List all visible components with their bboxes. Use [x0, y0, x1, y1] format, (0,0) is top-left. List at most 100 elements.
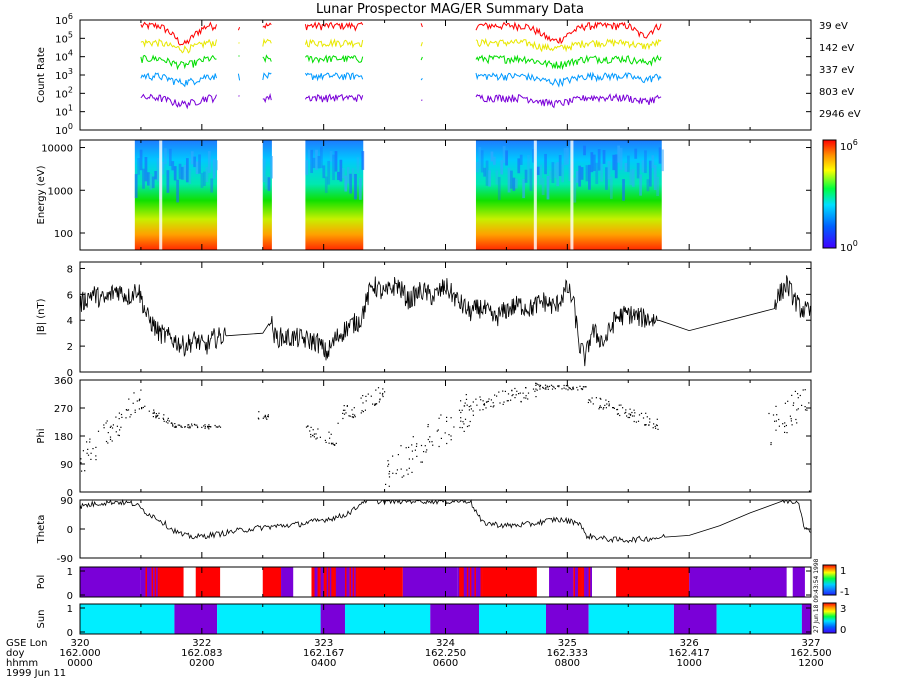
phi-point — [171, 422, 173, 424]
y-axis-label: Phi — [36, 428, 47, 443]
phi-point — [448, 434, 450, 436]
phi-point — [446, 416, 448, 418]
phi-point — [567, 385, 569, 387]
band-stripe — [457, 567, 460, 597]
phi-point — [365, 395, 367, 397]
phi-point — [191, 425, 193, 427]
phi-point — [207, 425, 209, 427]
band-stripe — [588, 567, 591, 597]
band-stripe — [351, 567, 353, 597]
spectrogram-texture — [171, 161, 175, 171]
band-stripe — [477, 567, 480, 597]
spectrogram-texture — [166, 170, 170, 193]
colorbar-min-label: 0 — [840, 625, 846, 636]
spectrogram-texture — [527, 154, 530, 180]
phi-point — [645, 424, 647, 426]
phi-point — [460, 417, 462, 419]
phi-point — [539, 384, 542, 386]
phi-point — [345, 412, 347, 414]
phi-point — [144, 405, 146, 407]
phi-point — [382, 388, 384, 390]
phi-point — [642, 417, 645, 419]
spectrogram-texture — [173, 166, 177, 181]
phi-panel: 360 270 180 90 0 Phi — [36, 376, 812, 499]
phi-point — [494, 394, 496, 396]
phi-point — [87, 448, 89, 450]
phi-point — [789, 415, 791, 417]
band-stripe — [346, 567, 349, 597]
phi-point — [546, 385, 548, 387]
phi-point — [794, 390, 796, 392]
timestamp-stamp: 27 Jun 18 09:43:54 1998 — [813, 558, 820, 633]
phi-point — [801, 404, 803, 406]
phi-point — [600, 406, 602, 409]
phi-point — [412, 436, 414, 438]
phi-point — [193, 423, 196, 425]
y-tick-label: 0 — [67, 488, 73, 499]
series-label: 142 eV — [819, 43, 854, 54]
phi-point — [110, 425, 112, 427]
phi-point — [109, 438, 112, 440]
band-stripe — [354, 567, 356, 597]
phi-point — [364, 409, 366, 411]
spectrogram-texture — [566, 147, 569, 165]
band-stripe — [337, 567, 340, 597]
spectrogram-texture — [507, 167, 511, 193]
spectrogram-texture — [614, 154, 618, 179]
phi-point — [312, 434, 314, 436]
tick-base: 10 — [55, 34, 68, 45]
phi-point — [604, 404, 606, 406]
spectrogram-texture — [164, 148, 167, 165]
phi-point — [617, 413, 619, 415]
phi-point — [490, 405, 492, 407]
phi-point — [210, 426, 212, 428]
phi-point — [520, 400, 522, 403]
spectrogram-texture — [592, 154, 596, 172]
phi-point — [628, 413, 630, 415]
phi-point — [624, 412, 626, 414]
band-stripe — [335, 567, 338, 597]
phi-point — [438, 445, 440, 448]
spectrogram-texture — [485, 160, 489, 186]
phi-point — [482, 400, 484, 402]
phi-point — [207, 427, 209, 429]
phi-point — [92, 448, 94, 450]
phi-point — [374, 404, 376, 406]
phi-point — [519, 392, 521, 394]
polarity-panel: 1 0 Pol 1 -1 — [36, 564, 850, 602]
band-stripe — [334, 567, 337, 597]
x-axis-date: 1999 Jun 11 — [6, 668, 66, 679]
phi-point — [315, 438, 317, 440]
spectrogram-gap — [570, 140, 574, 250]
phi-point — [335, 442, 337, 444]
x-tick-doy: 162.000 — [59, 648, 100, 659]
phi-point — [802, 389, 804, 391]
phi-point — [633, 420, 635, 423]
band-stripe — [581, 567, 583, 597]
tick-base: 10 — [55, 108, 68, 119]
phi-point — [187, 426, 189, 428]
phi-point — [411, 450, 413, 452]
spectrogram-texture — [551, 162, 555, 184]
phi-point — [86, 452, 88, 454]
phi-point — [407, 473, 409, 475]
phi-point — [525, 397, 527, 399]
spectrogram-texture — [495, 170, 499, 185]
spectrogram-texture — [583, 145, 586, 156]
phi-point — [804, 409, 807, 411]
phi-point — [792, 404, 794, 406]
phi-point — [332, 442, 334, 444]
tick-exponent: 0 — [68, 122, 73, 131]
phi-point — [464, 402, 466, 404]
spectrogram-texture — [661, 149, 664, 172]
band-segment — [430, 604, 480, 634]
phi-point — [158, 417, 160, 419]
phi-point — [196, 426, 199, 428]
spectrogram-texture — [651, 155, 655, 168]
phi-point — [89, 441, 91, 443]
phi-point — [599, 405, 601, 407]
spectrogram-texture — [344, 175, 348, 192]
phi-point — [148, 410, 150, 412]
